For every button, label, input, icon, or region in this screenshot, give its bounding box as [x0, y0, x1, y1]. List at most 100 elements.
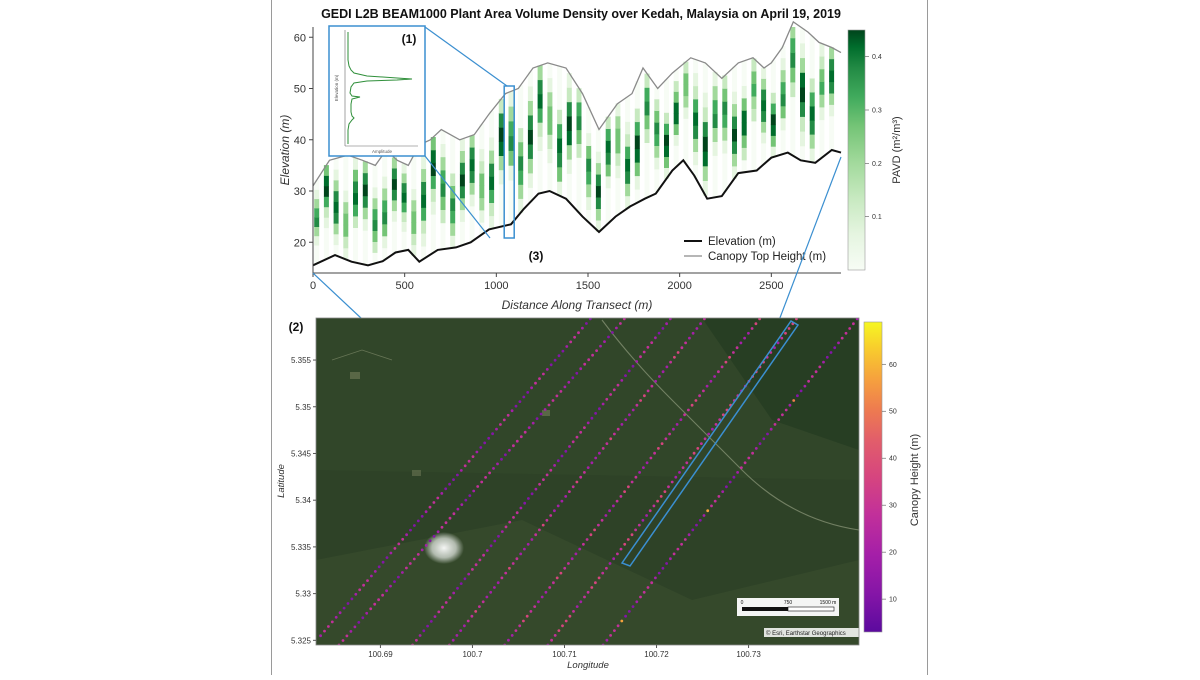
- pavd-segment: [683, 95, 689, 108]
- gedi-footprint: [635, 360, 639, 363]
- gedi-footprint: [564, 449, 568, 453]
- gedi-footprint: [601, 571, 605, 575]
- pavd-tick-label: 0.2: [872, 161, 882, 168]
- pavd-segment: [411, 188, 417, 201]
- pavd-segment: [712, 85, 718, 101]
- pavd-segment: [644, 156, 650, 171]
- gedi-footprint: [568, 490, 571, 493]
- pavd-segment: [518, 141, 524, 157]
- gedi-footprint: [635, 403, 639, 407]
- pavd-segment: [809, 148, 815, 163]
- gedi-footprint: [504, 453, 507, 457]
- inset-connector-bottom: [424, 155, 491, 239]
- gedi-footprint: [678, 471, 681, 474]
- pavd-segment: [741, 60, 747, 74]
- x-axis-label: Distance Along Transect (m): [502, 298, 653, 312]
- pavd-segment: [382, 176, 388, 189]
- gedi-footprint: [698, 518, 702, 522]
- pavd-segment: [712, 155, 718, 170]
- gedi-footprint: [626, 538, 630, 541]
- gedi-footprint: [547, 403, 551, 407]
- gedi-footprint: [555, 576, 559, 580]
- gedi-footprint: [563, 566, 567, 570]
- gedi-footprint: [556, 459, 560, 463]
- chart-legend: Elevation (m) Canopy Top Height (m): [684, 236, 826, 263]
- gedi-footprint: [642, 350, 646, 354]
- gedi-footprint: [630, 533, 634, 537]
- gedi-footprint: [639, 355, 642, 359]
- pavd-segment: [411, 233, 417, 246]
- elevation-line: [312, 148, 842, 267]
- pavd-segment: [693, 164, 699, 179]
- gedi-footprint: [593, 528, 596, 532]
- gedi-footprint: [448, 596, 452, 600]
- pavd-segment: [625, 146, 631, 159]
- inset-y-label: Elevation (m): [334, 74, 339, 101]
- map-x-axis-label: Longitude: [567, 660, 609, 671]
- gedi-footprint: [508, 520, 512, 524]
- gedi-footprint: [564, 619, 568, 623]
- gedi-footprint: [605, 442, 609, 445]
- pavd-segment: [343, 178, 349, 191]
- gedi-footprint: [585, 322, 588, 325]
- pavd-segment: [440, 236, 446, 250]
- gedi-footprint: [703, 318, 706, 321]
- gedi-footprint: [543, 408, 547, 411]
- gedi-footprint: [781, 413, 784, 417]
- pavd-segment: [421, 194, 427, 208]
- gedi-footprint: [345, 634, 349, 638]
- gedi-footprint: [735, 346, 739, 350]
- gedi-footprint: [612, 557, 616, 561]
- gedi-footprint: [420, 514, 424, 518]
- gedi-footprint: [381, 560, 385, 564]
- scalebar-dark-segment: [742, 607, 788, 611]
- map-y-tick-label: 5.33: [295, 590, 311, 599]
- pavd-segment: [595, 139, 601, 152]
- gedi-footprint: [590, 416, 594, 420]
- inset-waveform: [347, 32, 413, 144]
- gedi-footprint: [496, 462, 499, 466]
- gedi-footprint: [796, 394, 799, 398]
- pavd-segment: [314, 254, 320, 264]
- gedi-footprint: [518, 400, 522, 403]
- gedi-footprint: [597, 523, 600, 527]
- gedi-footprint: [590, 586, 594, 589]
- pavd-segment: [518, 184, 524, 199]
- map-y-tick-label: 5.35: [295, 403, 311, 412]
- pavd-segment: [557, 95, 563, 110]
- figure-canvas: GEDI L2B BEAM1000 Plant Area Volume Dens…: [276, 7, 921, 671]
- pavd-segment: [537, 179, 543, 194]
- pavd-segment: [829, 93, 835, 105]
- pavd-segment: [722, 114, 728, 128]
- gedi-footprint: [613, 432, 616, 436]
- map-forest-texture: [316, 318, 859, 480]
- pavd-segment: [605, 187, 611, 201]
- pavd-segment: [586, 145, 592, 159]
- gedi-footprint: [579, 600, 583, 604]
- gedi-footprint: [650, 384, 654, 388]
- gedi-footprint: [556, 504, 560, 508]
- pavd-segment: [712, 141, 718, 156]
- gedi-footprint: [631, 364, 635, 368]
- gedi-footprint: [622, 318, 626, 321]
- pavd-segment: [829, 70, 835, 83]
- gedi-footprint: [552, 581, 555, 585]
- gedi-footprint: [703, 437, 707, 441]
- gedi-footprint: [420, 548, 424, 552]
- gedi-footprint: [415, 638, 418, 642]
- pavd-segment: [625, 195, 631, 209]
- pavd-tick-label: 0.1: [872, 214, 882, 221]
- gedi-footprint: [653, 451, 656, 455]
- gedi-footprint: [598, 407, 601, 411]
- gedi-footprint: [428, 505, 432, 509]
- pavd-segment: [314, 189, 320, 200]
- pavd-segment: [702, 62, 708, 78]
- pavd-segment: [537, 79, 543, 95]
- gedi-footprint: [549, 468, 553, 472]
- canopy-colorbar: 10 20 30 40 50 60 Canopy Height (m): [863, 321, 921, 633]
- gedi-footprint: [784, 331, 787, 335]
- gedi-footprint: [401, 537, 405, 541]
- gedi-footprint: [393, 580, 396, 583]
- pavd-segment: [615, 115, 621, 129]
- pavd-segment: [498, 141, 504, 156]
